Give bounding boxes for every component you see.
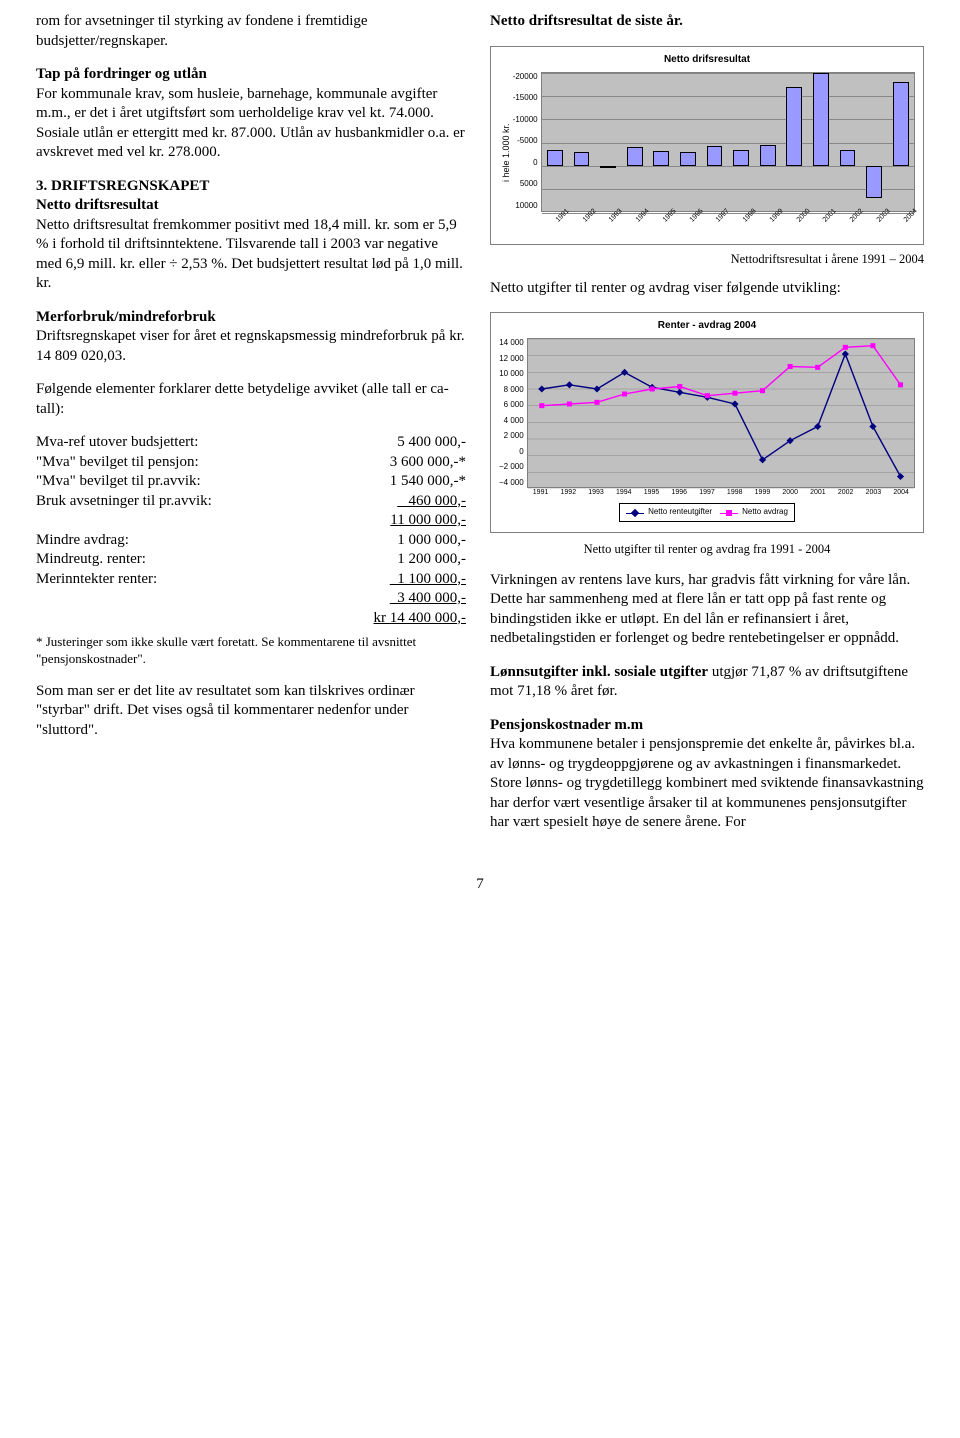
x-tick-labels: 1991199219931994199519961997199819992000… [541,212,915,234]
y-tick-labels: 14 00012 00010 0008 0006 0004 0002 0000−… [499,338,527,488]
x-tick-labels: 1991199219931994199519961997199819992000… [527,488,915,497]
para: 3. DRIFTSREGNSKAPET Netto driftsresultat… [36,177,466,294]
chart-legend: Netto renteutgifterNetto avdrag [619,503,795,521]
plot-area [527,338,915,488]
para: Netto utgifter til renter og avdrag vise… [490,279,924,299]
chart-caption: Nettodriftsresultat i årene 1991 – 2004 [490,251,924,267]
para: Tap på fordringer og utlån For kommunale… [36,65,466,163]
subhead: Tap på fordringer og utlån [36,66,207,82]
section-heading: 3. DRIFTSREGNSKAPET [36,178,209,194]
para: Virkningen av rentens lave kurs, har gra… [490,571,924,649]
chart-title: Netto drifsresultat [499,53,915,66]
y-tick-labels: -20000-15000-10000-50000500010000 [513,72,541,212]
plot-area [541,72,915,212]
page-number: 7 [36,875,924,895]
text: Hva kommunene betaler i pensjonspremie d… [490,736,924,830]
footnote: * Justeringer som ikke skulle vært foret… [36,634,466,668]
subhead: Lønnsutgifter inkl. sosiale utgifter [490,664,708,680]
explain-table: Mva-ref utover budsjettert:5 400 000,-"M… [36,433,466,628]
chart-title: Renter - avdrag 2004 [499,319,915,332]
subhead: Netto driftsresultat [36,197,159,213]
chart-netto-driftsresultat: Netto drifsresultat i hele 1.000 kr. -20… [490,46,924,245]
chart-caption: Netto utgifter til renter og avdrag fra … [490,541,924,557]
chart-renter-avdrag: Renter - avdrag 2004 14 00012 00010 0008… [490,312,924,532]
y-axis-label: i hele 1.000 kr. [499,72,513,234]
para: Merforbruk/mindreforbruk Driftsregnskape… [36,308,466,367]
para: Følgende elementer forklarer dette betyd… [36,380,466,419]
text: For kommunale krav, som husleie, barneha… [36,86,465,161]
text: Netto driftsresultat fremkommer positivt… [36,217,463,292]
text: Driftsregnskapet viser for året et regns… [36,328,465,364]
para: Pensjonskostnader m.m Hva kommunene beta… [490,716,924,833]
para: Lønnsutgifter inkl. sosiale utgifter utg… [490,663,924,702]
para: rom for avsetninger til styrking av fond… [36,12,466,51]
chart-heading: Netto driftsresultat de siste år. [490,12,924,32]
para: Som man ser er det lite av resultatet so… [36,682,466,741]
subhead: Merforbruk/mindreforbruk [36,309,216,325]
subhead: Pensjonskostnader m.m [490,717,643,733]
